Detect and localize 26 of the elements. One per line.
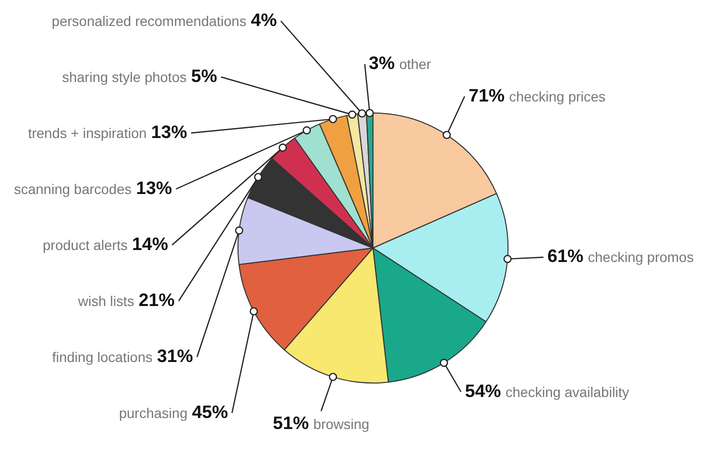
data-label: 21% <box>138 290 175 310</box>
data-label: 3% <box>368 53 395 74</box>
slice-label: sharing style photos <box>62 69 187 85</box>
data-label: 13% <box>151 122 188 142</box>
slice-label: purchasing <box>118 405 188 421</box>
data-label: 71% <box>468 85 505 106</box>
data-label: 31% <box>156 346 193 366</box>
slice-label: finding locations <box>52 349 153 365</box>
data-label: 14% <box>132 234 168 254</box>
data-label: 5% <box>191 66 218 86</box>
data-label: 4% <box>250 10 277 30</box>
slice-label: other <box>399 56 432 72</box>
slice-label: product alerts <box>42 237 128 253</box>
data-label: 45% <box>192 402 228 422</box>
slice-label: checking promos <box>588 249 694 266</box>
slice-label: trends + inspiration <box>28 125 147 141</box>
slice-label: checking prices <box>509 88 606 104</box>
slice-label: wish lists <box>77 293 134 309</box>
slice-label: scanning barcodes <box>14 181 132 197</box>
slice-label: browsing <box>313 416 370 432</box>
data-label: 13% <box>136 178 172 198</box>
data-label: 61% <box>547 246 584 266</box>
data-label: 51% <box>272 413 309 434</box>
slice-label: checking availability <box>505 384 630 400</box>
slice-label: personalized recommendations <box>52 13 246 29</box>
data-label: 54% <box>464 380 502 401</box>
